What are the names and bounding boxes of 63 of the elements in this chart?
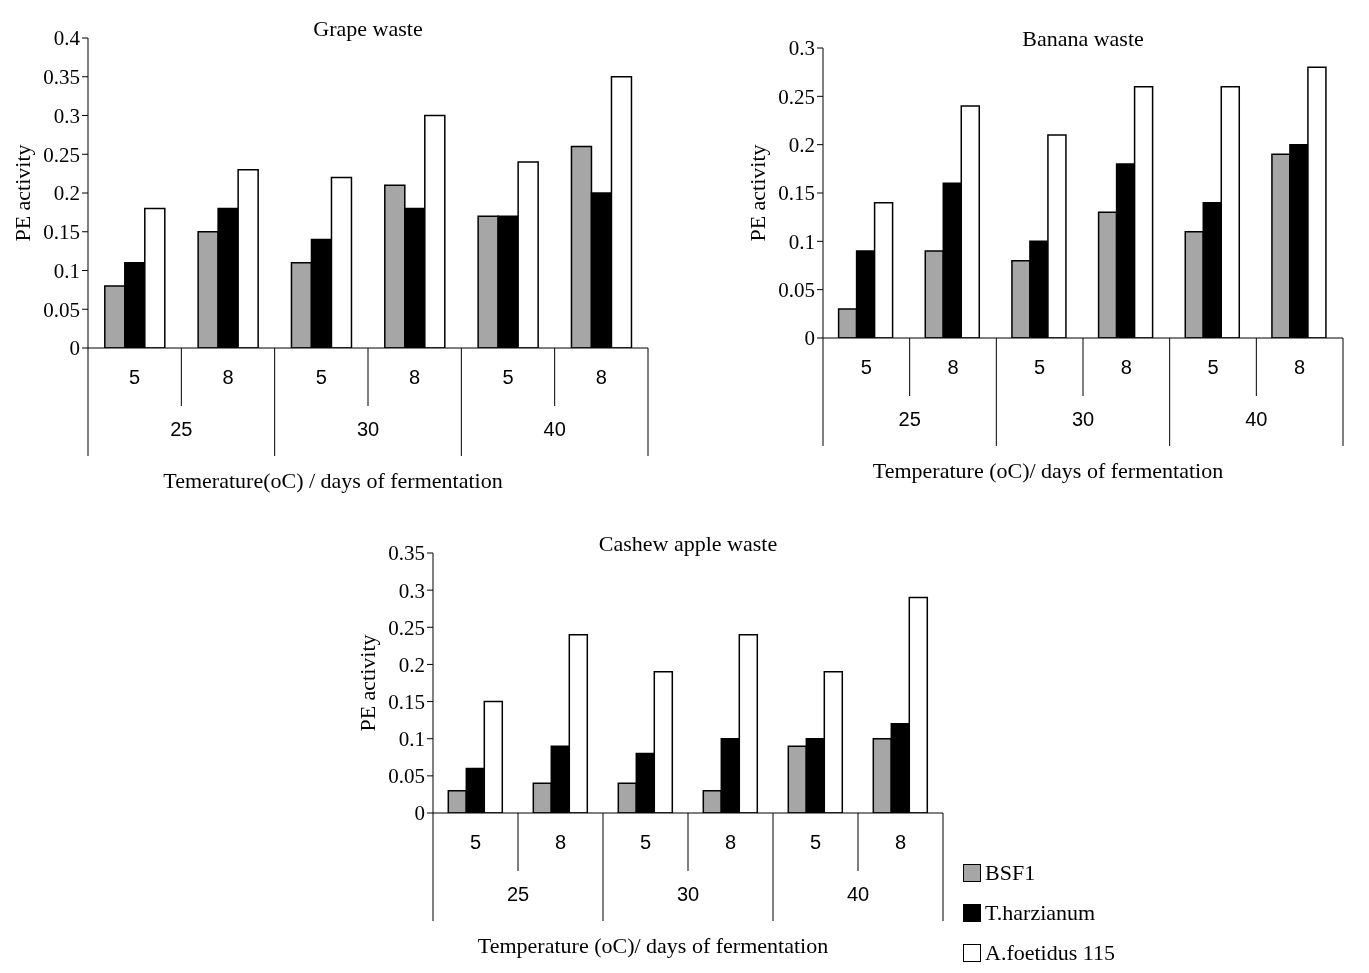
legend-label: BSF1 [985, 860, 1036, 886]
x-tick-label: 8 [1294, 356, 1306, 378]
y-tick-label: 0 [804, 326, 815, 351]
chart-title: Grape waste [312, 16, 424, 42]
text: 40 [846, 883, 870, 905]
y-tick-label: 0.4 [53, 26, 81, 51]
x-tick-label: 5 [1207, 356, 1219, 378]
chart-title: Banana waste [1021, 26, 1145, 52]
x-tick-label: 8 [554, 831, 567, 853]
y-tick-label: 0.25 [388, 615, 425, 640]
y-axis-title: PE activity [10, 144, 36, 242]
y-tick-label: 0.2 [53, 181, 80, 206]
chart-title: Cashew apple waste [597, 531, 779, 557]
x-tick-label: 5 [1034, 356, 1046, 378]
y-tick-label: 0.2 [398, 652, 425, 677]
text: 30 [1071, 408, 1095, 430]
y-tick-label: 0.15 [778, 181, 815, 206]
y-tick-label: 0.05 [43, 297, 80, 322]
legend-label: A.foetidus 115 [985, 940, 1115, 966]
y-tick-label: 0.35 [43, 65, 80, 90]
text: 25 [506, 883, 530, 905]
x-axis-title: Temerature(oC) / days of fermentation [162, 468, 504, 494]
y-axis-title: PE activity [355, 634, 381, 732]
text: 40 [1245, 408, 1268, 430]
y-tick-label: 0.25 [43, 142, 80, 167]
x-tick-label: 5 [860, 356, 872, 378]
y-tick-label: 0 [69, 336, 80, 361]
x-tick-label: 8 [1120, 356, 1132, 378]
y-tick-label: 0.3 [53, 103, 80, 128]
x-tick-label: 8 [894, 831, 907, 853]
y-tick-label: 0.1 [53, 258, 80, 283]
y-tick-label: 0.15 [43, 220, 80, 245]
text: 25 [898, 408, 921, 430]
x-tick-label: 5 [469, 831, 482, 853]
x-tick-label: 8 [222, 366, 234, 388]
x-tick-label: 8 [595, 366, 607, 388]
x-axis-title: Temperature (oC)/ days of fermentation [871, 458, 1225, 484]
y-tick-label: 0.05 [778, 278, 815, 303]
y-tick-label: 0.2 [788, 133, 815, 158]
text: 30 [676, 883, 700, 905]
y-tick-label: 0.1 [788, 229, 815, 254]
y-tick-label: 0.3 [788, 36, 815, 61]
x-tick-label: 8 [724, 831, 737, 853]
x-tick-label: 5 [809, 831, 822, 853]
x-tick-label: 5 [502, 366, 514, 388]
y-tick-label: 0.05 [388, 764, 425, 789]
text: 30 [356, 418, 380, 440]
x-tick-label: 8 [409, 366, 421, 388]
x-tick-label: 8 [947, 356, 959, 378]
x-axis-title: Temperature (oC)/ days of fermentation [476, 933, 830, 959]
text: 25 [170, 418, 193, 440]
y-tick-label: 0.25 [778, 84, 815, 109]
legend-label: T.harzianum [985, 900, 1096, 926]
x-tick-label: 5 [639, 831, 652, 853]
text: 40 [543, 418, 566, 440]
y-tick-label: 0.15 [388, 690, 425, 715]
x-tick-label: 5 [315, 366, 327, 388]
y-tick-label: 0.35 [388, 541, 425, 566]
y-tick-label: 0.3 [398, 578, 425, 603]
y-axis-title: PE activity [745, 144, 771, 242]
y-tick-label: 0 [414, 801, 425, 826]
x-tick-label: 5 [129, 366, 141, 388]
y-tick-label: 0.1 [398, 727, 425, 752]
